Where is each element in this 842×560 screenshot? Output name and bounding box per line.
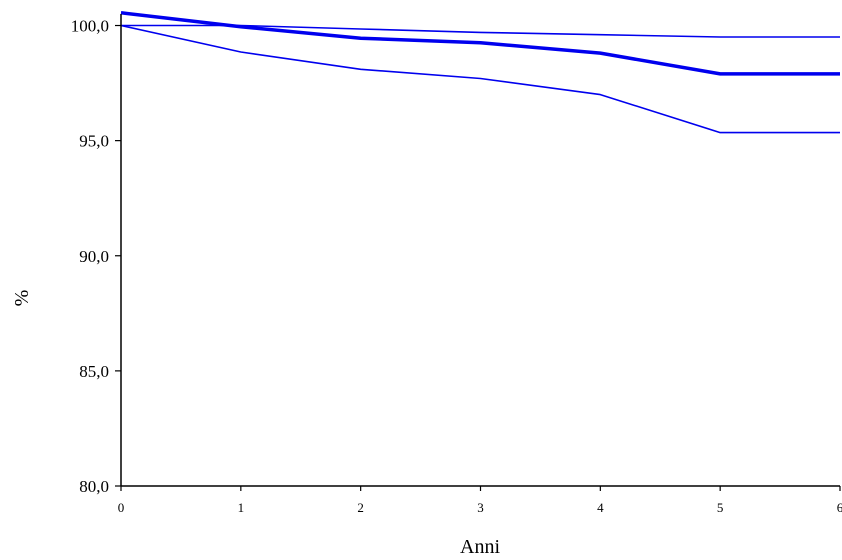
series-line-1: [121, 24, 840, 38]
y-tick-label: 85,0: [79, 362, 109, 381]
x-tick-label: 4: [597, 500, 604, 515]
y-tick-label: 90,0: [79, 247, 109, 266]
y-tick-label: 100,0: [71, 17, 109, 36]
y-tick-label: 95,0: [79, 132, 109, 151]
x-tick-label: 2: [357, 500, 364, 515]
y-axis-ticks: 80,0 85,0 90,0 95,0 100,0: [71, 17, 121, 496]
series-layer: [120, 11, 840, 134]
x-tick-label: 5: [717, 500, 724, 515]
y-tick-label: 80,0: [79, 477, 109, 496]
x-axis-ticks: 0 1 2 3 4 5 6: [118, 486, 842, 515]
series-line-3: [120, 24, 840, 134]
series-line-2: [120, 11, 840, 76]
x-tick-label: 3: [477, 500, 484, 515]
x-axis-title: Anni: [460, 536, 500, 558]
x-tick-label: 6: [837, 500, 842, 515]
x-tick-label: 1: [238, 500, 245, 515]
y-axis-title: %: [11, 290, 33, 307]
x-tick-label: 0: [118, 500, 125, 515]
